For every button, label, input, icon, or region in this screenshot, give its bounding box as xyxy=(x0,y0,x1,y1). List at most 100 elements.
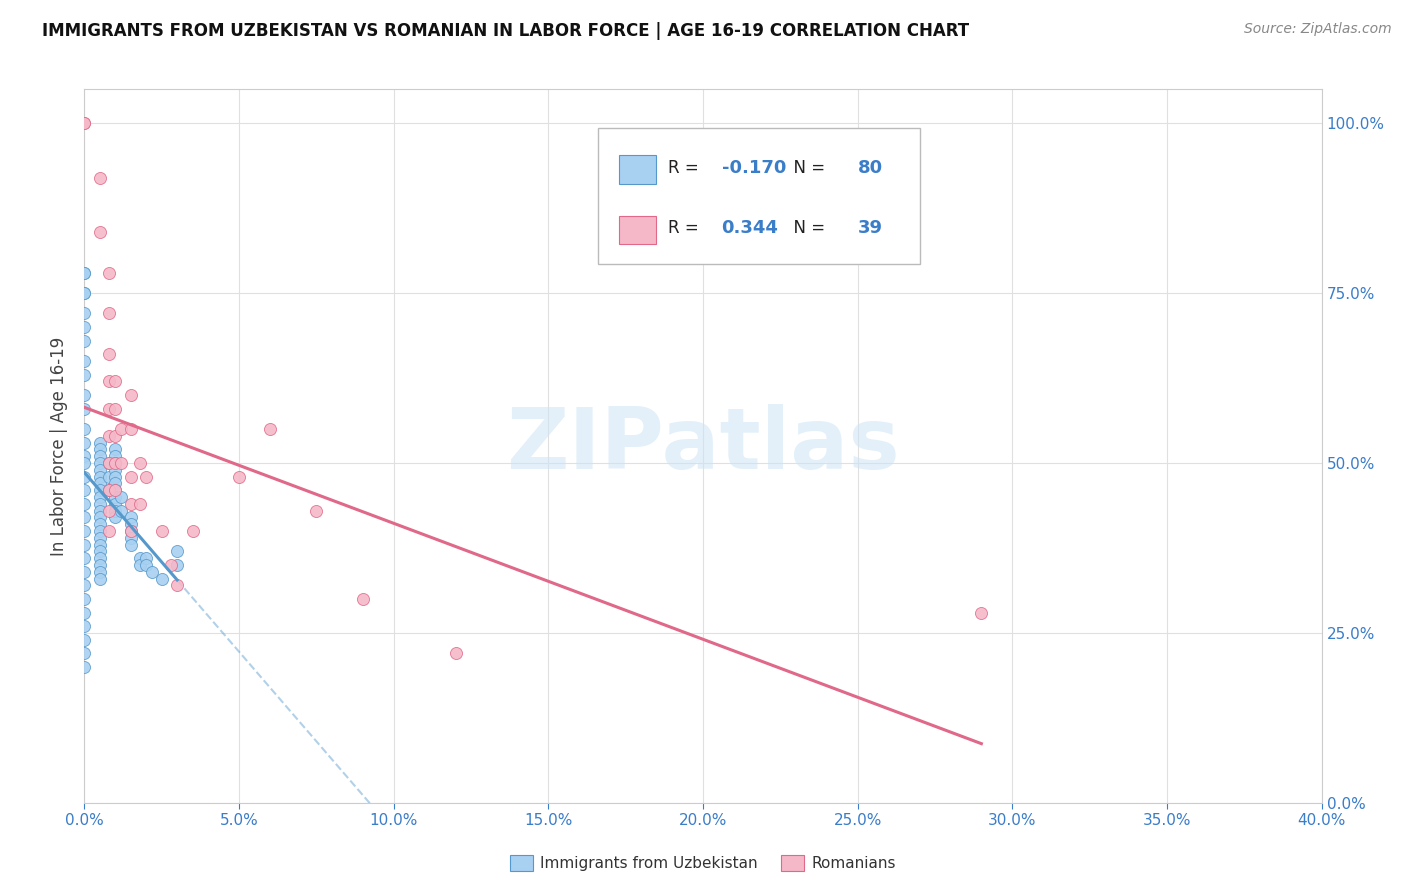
Point xyxy=(129,551,152,566)
Point xyxy=(166,558,188,572)
Point xyxy=(135,551,157,566)
Point xyxy=(98,429,121,443)
Point xyxy=(73,591,96,606)
Point xyxy=(104,469,127,483)
Point xyxy=(89,551,111,566)
Legend: Immigrants from Uzbekistan, Romanians: Immigrants from Uzbekistan, Romanians xyxy=(503,849,903,877)
Point xyxy=(73,524,96,538)
Point xyxy=(98,401,121,416)
Point xyxy=(135,558,157,572)
Point xyxy=(73,578,96,592)
Point xyxy=(129,558,152,572)
Text: N =: N = xyxy=(783,219,831,237)
Point xyxy=(73,619,96,633)
Point xyxy=(73,551,96,566)
Point xyxy=(89,537,111,551)
Point xyxy=(104,442,127,457)
Point xyxy=(104,483,127,498)
Point xyxy=(104,401,127,416)
Point xyxy=(73,606,96,620)
Point xyxy=(89,170,111,185)
Point xyxy=(89,503,111,517)
Point xyxy=(73,266,96,280)
Point xyxy=(104,503,127,517)
Bar xyxy=(619,155,657,184)
Point xyxy=(89,565,111,579)
Point xyxy=(120,388,142,402)
Point xyxy=(89,524,111,538)
Point xyxy=(120,537,142,551)
Point xyxy=(89,490,111,504)
Point xyxy=(89,449,111,463)
Point xyxy=(120,422,142,436)
Point xyxy=(352,591,374,606)
Point xyxy=(89,476,111,491)
Point xyxy=(89,531,111,545)
Point xyxy=(89,497,111,511)
Point xyxy=(89,544,111,558)
Point xyxy=(73,266,96,280)
Point xyxy=(89,558,111,572)
Point xyxy=(120,517,142,532)
Point xyxy=(73,660,96,674)
Point xyxy=(98,306,121,320)
Point xyxy=(444,646,467,660)
Point xyxy=(73,537,96,551)
Point xyxy=(259,422,281,436)
Point xyxy=(228,469,250,483)
Bar xyxy=(619,216,657,244)
Point xyxy=(129,497,152,511)
Point xyxy=(141,565,163,579)
Point xyxy=(104,463,127,477)
Point xyxy=(110,490,132,504)
Text: -0.170: -0.170 xyxy=(721,159,786,177)
Point xyxy=(73,286,96,301)
Point xyxy=(73,401,96,416)
Point xyxy=(89,463,111,477)
Point xyxy=(73,116,96,130)
Point xyxy=(89,442,111,457)
Point xyxy=(73,116,96,130)
Text: ZIPatlas: ZIPatlas xyxy=(506,404,900,488)
Point xyxy=(89,510,111,524)
Point xyxy=(98,456,121,470)
Point xyxy=(89,572,111,586)
Point xyxy=(98,503,121,517)
Point xyxy=(73,565,96,579)
Text: 39: 39 xyxy=(858,219,883,237)
Point xyxy=(104,456,127,470)
Point xyxy=(73,354,96,368)
Point xyxy=(73,368,96,382)
Point xyxy=(89,456,111,470)
Point xyxy=(104,449,127,463)
Point xyxy=(98,266,121,280)
Point xyxy=(110,503,132,517)
Point xyxy=(89,435,111,450)
Point xyxy=(89,483,111,498)
Point xyxy=(73,334,96,348)
Point xyxy=(73,632,96,647)
Point xyxy=(120,510,142,524)
Point xyxy=(110,422,132,436)
Point xyxy=(305,503,328,517)
Point xyxy=(104,510,127,524)
Point xyxy=(104,483,127,498)
Point xyxy=(89,225,111,239)
Point xyxy=(98,483,121,498)
Point xyxy=(120,524,142,538)
Point xyxy=(89,517,111,532)
Text: R =: R = xyxy=(668,159,704,177)
Point xyxy=(104,490,127,504)
Text: IMMIGRANTS FROM UZBEKISTAN VS ROMANIAN IN LABOR FORCE | AGE 16-19 CORRELATION CH: IMMIGRANTS FROM UZBEKISTAN VS ROMANIAN I… xyxy=(42,22,969,40)
Point xyxy=(73,449,96,463)
Point xyxy=(181,524,204,538)
Text: R =: R = xyxy=(668,219,704,237)
Point xyxy=(150,524,173,538)
Point xyxy=(73,422,96,436)
Point xyxy=(104,497,127,511)
Point xyxy=(98,456,121,470)
Point xyxy=(120,524,142,538)
Point xyxy=(150,572,173,586)
Point xyxy=(73,306,96,320)
Point xyxy=(73,320,96,334)
